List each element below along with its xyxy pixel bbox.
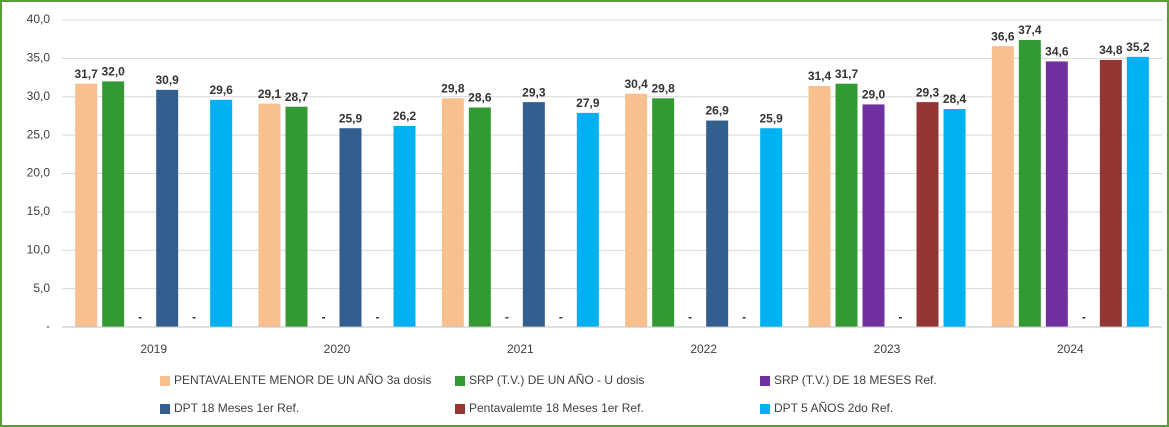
- value-label: -: [322, 310, 326, 324]
- legend-label: SRP (T.V.) DE UN AÑO - U dosis: [469, 373, 644, 387]
- value-label: -: [376, 310, 380, 324]
- value-label: 25,9: [339, 111, 363, 125]
- value-label: -: [505, 310, 509, 324]
- legend-swatch: [760, 404, 770, 414]
- legend-swatch: [455, 376, 465, 386]
- bar: [339, 128, 362, 327]
- x-tick-label: 2024: [1057, 342, 1084, 356]
- bar: [760, 128, 783, 327]
- value-label: 30,9: [155, 73, 179, 87]
- bar: [1126, 56, 1149, 328]
- legend-label: SRP (T.V.) DE 18 MESES Ref.: [774, 373, 937, 387]
- bar: [916, 102, 939, 327]
- value-label: 34,8: [1099, 43, 1123, 57]
- bar: [522, 102, 545, 327]
- value-label: 34,6: [1045, 45, 1069, 59]
- y-tick-label: 40,0: [27, 12, 51, 26]
- legend-swatch: [760, 376, 770, 386]
- bar: [1018, 39, 1041, 327]
- bar: [835, 83, 858, 327]
- bar: [393, 125, 416, 327]
- bar: [468, 107, 491, 328]
- x-tick-label: 2022: [690, 342, 717, 356]
- bar: [991, 46, 1014, 327]
- value-label: 28,7: [285, 90, 309, 104]
- legend-label: DPT 5 AÑOS 2do Ref.: [774, 401, 893, 415]
- y-tick-label: 15,0: [27, 204, 51, 218]
- value-label: 31,4: [808, 69, 832, 83]
- legend-swatch: [160, 376, 170, 386]
- y-tick-label: 20,0: [27, 166, 51, 180]
- value-label: 29,1: [258, 87, 282, 101]
- value-label: -: [742, 310, 746, 324]
- y-tick-label: 5,0: [33, 281, 50, 295]
- bar: [258, 103, 281, 327]
- bar: [1045, 61, 1068, 327]
- value-label: 29,8: [441, 81, 465, 95]
- value-label: 29,8: [651, 81, 675, 95]
- y-tick-label: -: [46, 319, 50, 333]
- value-label: 37,4: [1018, 23, 1042, 37]
- value-label: 36,6: [991, 29, 1015, 43]
- value-label: -: [688, 310, 692, 324]
- bar: [652, 98, 675, 327]
- value-label: 25,9: [759, 111, 783, 125]
- value-label: -: [192, 310, 196, 324]
- value-label: 27,9: [576, 96, 600, 110]
- value-label: -: [899, 310, 903, 324]
- value-label: 29,0: [862, 88, 886, 102]
- value-label: 31,7: [74, 67, 98, 81]
- value-label: 29,3: [522, 85, 546, 99]
- value-label: 29,3: [916, 85, 940, 99]
- x-tick-label: 2019: [140, 342, 167, 356]
- legend-label: Pentavalemte 18 Meses 1er Ref.: [469, 401, 644, 415]
- value-label: 35,2: [1126, 40, 1150, 54]
- legend-label: DPT 18 Meses 1er Ref.: [174, 401, 299, 415]
- value-label: -: [138, 310, 142, 324]
- value-label: 26,9: [705, 104, 729, 118]
- y-tick-label: 25,0: [27, 127, 51, 141]
- bar: [285, 106, 308, 327]
- bar: [156, 89, 179, 327]
- bar: [102, 81, 125, 328]
- value-label: -: [559, 310, 563, 324]
- bar: [943, 109, 966, 327]
- legend-label: PENTAVALENTE MENOR DE UN AÑO 3a dosis: [174, 373, 431, 387]
- bar: [706, 120, 729, 327]
- bar: [210, 99, 233, 327]
- value-label: 29,6: [209, 83, 233, 97]
- bar: [576, 112, 599, 328]
- bar: [441, 98, 464, 327]
- y-tick-label: 30,0: [27, 89, 51, 103]
- y-tick-label: 10,0: [27, 242, 51, 256]
- legend-swatch: [160, 404, 170, 414]
- x-tick-label: 2023: [874, 342, 901, 356]
- bar: [862, 104, 885, 327]
- y-tick-label: 35,0: [27, 51, 51, 65]
- value-label: -: [1082, 310, 1086, 324]
- value-label: 30,4: [624, 77, 648, 91]
- x-tick-label: 2021: [507, 342, 534, 356]
- value-label: 31,7: [835, 67, 859, 81]
- bar: [808, 86, 831, 327]
- bar: [625, 93, 648, 328]
- value-label: 26,2: [393, 109, 417, 123]
- value-label: 28,4: [943, 92, 967, 106]
- x-tick-label: 2020: [324, 342, 351, 356]
- bar: [75, 83, 98, 327]
- value-label: 28,6: [468, 91, 492, 105]
- legend-swatch: [455, 404, 465, 414]
- value-label: 32,0: [101, 65, 125, 79]
- bar: [1099, 59, 1122, 327]
